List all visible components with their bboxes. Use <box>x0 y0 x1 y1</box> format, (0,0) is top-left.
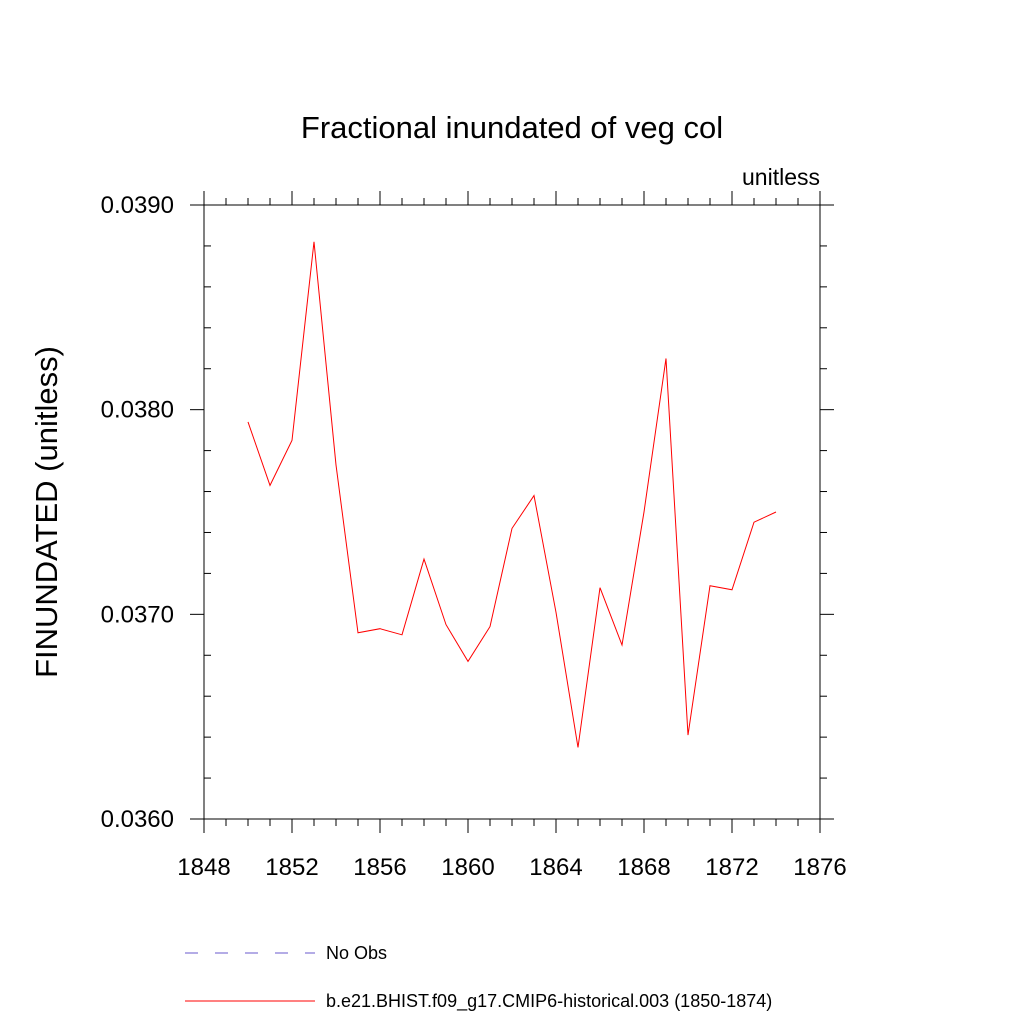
data-point <box>622 645 623 646</box>
data-point <box>754 522 755 523</box>
data-point <box>490 626 491 627</box>
chart-title: Fractional inundated of veg col <box>301 110 723 145</box>
data-point <box>644 512 645 513</box>
x-tick-label: 1864 <box>529 854 582 881</box>
x-tick-label: 1876 <box>793 854 846 881</box>
x-tick-label: 1852 <box>265 854 318 881</box>
x-tick-label: 1848 <box>177 854 230 881</box>
y-tick-label: 0.0390 <box>101 192 174 219</box>
x-axis-ticks: 1848 1852 1856 1860 1864 1868 1872 1876 <box>177 191 847 881</box>
data-point <box>666 358 667 359</box>
data-point <box>732 589 733 590</box>
data-point <box>468 661 469 662</box>
data-point <box>402 634 403 635</box>
data-point <box>314 241 315 242</box>
legend: No Obs b.e21.BHIST.f09_g17.CMIP6-histori… <box>185 943 772 1012</box>
data-point <box>776 512 777 513</box>
y-tick-label: 0.0370 <box>101 601 174 628</box>
data-point <box>358 632 359 633</box>
data-point <box>248 421 249 422</box>
data-point <box>380 628 381 629</box>
data-point <box>292 440 293 441</box>
data-point <box>600 587 601 588</box>
data-point <box>446 624 447 625</box>
data-point <box>710 585 711 586</box>
data-point <box>512 528 513 529</box>
y-axis-label: FINUNDATED (unitless) <box>29 346 64 678</box>
y-axis-ticks: 0.0360 0.0370 0.0380 0.0390 <box>101 192 834 833</box>
x-tick-label: 1856 <box>353 854 406 881</box>
y-tick-label: 0.0360 <box>101 806 174 833</box>
data-point <box>336 464 337 465</box>
data-series <box>247 241 777 748</box>
units-label: unitless <box>742 164 820 190</box>
data-point <box>688 735 689 736</box>
plot-frame <box>203 204 821 820</box>
x-tick-label: 1868 <box>617 854 670 881</box>
data-point <box>424 559 425 560</box>
legend-label-no-obs: No Obs <box>326 943 387 963</box>
data-point <box>578 747 579 748</box>
y-tick-label: 0.0380 <box>101 397 174 424</box>
data-point <box>556 612 557 613</box>
data-point <box>270 485 271 486</box>
x-tick-label: 1872 <box>705 854 758 881</box>
legend-label-historical: b.e21.BHIST.f09_g17.CMIP6-historical.003… <box>326 991 772 1012</box>
series-line <box>247 241 777 748</box>
x-tick-label: 1860 <box>441 854 494 881</box>
data-point <box>534 495 535 496</box>
